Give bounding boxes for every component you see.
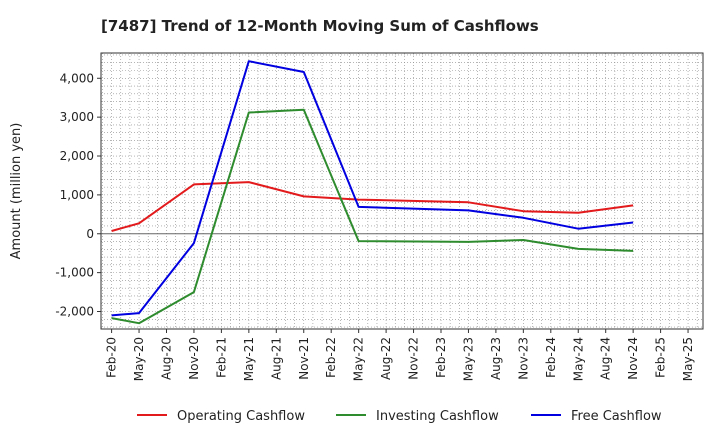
x-tick-label: Aug-24	[599, 337, 613, 380]
legend-label: Investing Cashflow	[376, 409, 499, 424]
x-tick-label: May-22	[352, 337, 366, 381]
legend-label: Free Cashflow	[571, 409, 662, 424]
x-tick-label: Nov-21	[297, 337, 311, 380]
series-line-investing-cashflow	[111, 108, 634, 325]
x-tick-label: Aug-21	[269, 337, 283, 380]
x-tick-label: Feb-21	[214, 337, 228, 378]
x-tick-label: Feb-22	[324, 337, 338, 378]
series-line-free-cashflow	[111, 60, 634, 317]
x-tick-label: Aug-22	[379, 337, 393, 380]
y-tick-label: -1,000	[55, 266, 94, 280]
y-tick-label: 4,000	[60, 71, 94, 85]
x-tick-label: May-21	[242, 337, 256, 381]
chart-title: [7487] Trend of 12-Month Moving Sum of C…	[101, 17, 539, 35]
legend-label: Operating Cashflow	[177, 409, 305, 424]
y-tick-label: -2,000	[55, 305, 94, 319]
y-axis-ticks: -2,000 -1,000 0 1,000 2,000 3,000 4,000	[55, 71, 101, 319]
x-tick-label: Nov-23	[516, 337, 530, 380]
y-tick-label: 1,000	[60, 188, 94, 202]
x-axis-ticks: Feb-20 May-20 Aug-20 Nov-20 Feb-21 May-21 Aug-…	[105, 329, 695, 381]
legend: Operating Cashflow Investing Cashflow Free…	[137, 409, 662, 424]
series-lines	[111, 60, 634, 325]
x-tick-label: Nov-20	[187, 337, 201, 380]
series-line-operating-cashflow	[111, 181, 634, 232]
x-tick-label: Nov-22	[407, 337, 421, 380]
x-tick-label: Feb-23	[434, 337, 448, 378]
x-tick-label: May-25	[681, 337, 695, 381]
grid-lines	[101, 53, 703, 329]
x-tick-label: May-20	[132, 337, 146, 381]
x-tick-label: May-24	[571, 337, 585, 381]
y-tick-label: 0	[86, 227, 94, 241]
x-tick-label: Aug-20	[160, 337, 174, 380]
x-tick-label: Feb-24	[544, 337, 558, 378]
x-tick-label: Aug-23	[489, 337, 503, 380]
x-tick-label: Feb-25	[654, 337, 668, 378]
x-tick-label: May-23	[461, 337, 475, 381]
plot-area	[100, 52, 704, 330]
y-axis-label: Amount (million yen)	[9, 123, 24, 260]
x-tick-label: Nov-24	[626, 337, 640, 380]
x-tick-label: Feb-20	[105, 337, 119, 378]
y-tick-label: 2,000	[60, 149, 94, 163]
y-tick-label: 3,000	[60, 110, 94, 124]
